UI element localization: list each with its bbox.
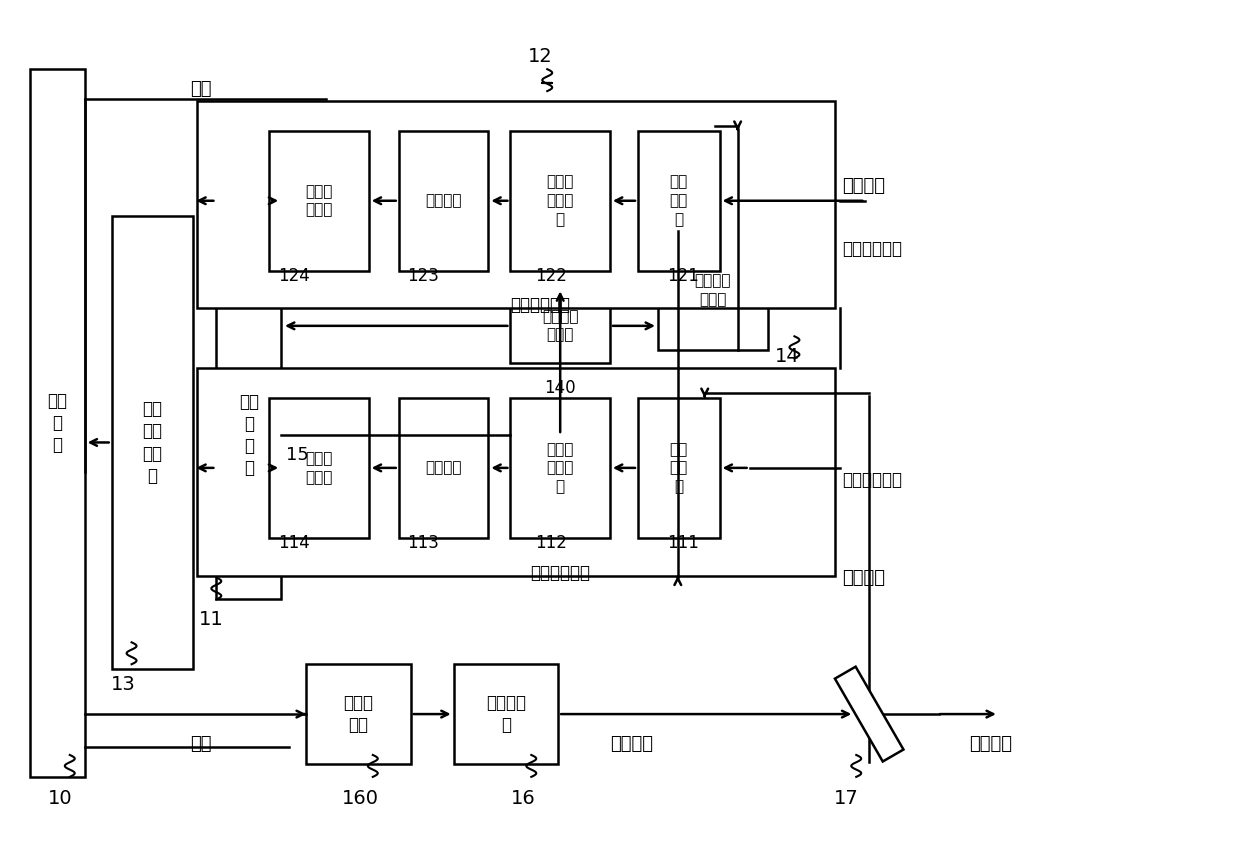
Bar <box>112 216 193 669</box>
Bar <box>216 270 281 600</box>
Text: 电流转
电压电
路: 电流转 电压电 路 <box>547 174 574 227</box>
Text: 14: 14 <box>775 347 800 366</box>
Bar <box>637 398 719 538</box>
Bar <box>454 665 558 764</box>
Text: 17: 17 <box>833 790 858 809</box>
Polygon shape <box>835 667 904 761</box>
Text: 113: 113 <box>407 533 439 551</box>
Bar <box>269 131 368 270</box>
Text: 15: 15 <box>285 446 309 464</box>
Text: 测量光束
发生器: 测量光束 发生器 <box>694 274 730 307</box>
Bar <box>511 288 610 363</box>
Bar <box>197 101 836 308</box>
Text: 脉冲: 脉冲 <box>191 80 212 98</box>
Text: 12: 12 <box>528 47 553 66</box>
Bar <box>30 69 84 777</box>
Text: 121: 121 <box>667 267 698 285</box>
Text: 160: 160 <box>342 790 379 809</box>
Text: 10: 10 <box>47 790 72 809</box>
Text: 时刻鉴
别电路: 时刻鉴 别电路 <box>305 451 332 485</box>
Text: 脉冲: 脉冲 <box>191 735 212 753</box>
Text: 参考光束: 参考光束 <box>842 569 885 587</box>
Text: 第一测量光束: 第一测量光束 <box>842 471 903 488</box>
Bar <box>399 398 489 538</box>
Text: 112: 112 <box>536 533 567 551</box>
Text: 114: 114 <box>278 533 310 551</box>
Text: 140: 140 <box>544 379 577 397</box>
Bar <box>197 369 836 576</box>
Text: 11: 11 <box>198 610 223 629</box>
Text: 第二接收电路: 第二接收电路 <box>510 296 570 314</box>
Bar <box>399 131 489 270</box>
Text: 控制
单
元: 控制 单 元 <box>47 392 67 454</box>
Text: 测量光束
驱动器: 测量光束 驱动器 <box>542 309 578 343</box>
Text: 时间
数字
转换
器: 时间 数字 转换 器 <box>143 400 162 485</box>
Text: 激光光束: 激光光束 <box>610 735 653 753</box>
Text: 第一接收电路: 第一接收电路 <box>531 564 590 582</box>
Bar <box>658 230 768 350</box>
Text: 第二测量光束: 第二测量光束 <box>842 240 903 257</box>
Text: 111: 111 <box>667 533 698 551</box>
Text: 测距光束: 测距光束 <box>968 735 1012 753</box>
Text: 多路
选
择
器: 多路 选 择 器 <box>238 393 259 477</box>
Bar <box>511 398 610 538</box>
Text: 测距光束: 测距光束 <box>842 177 885 195</box>
Text: 124: 124 <box>278 267 310 285</box>
Text: 光电
二极
管: 光电 二极 管 <box>670 174 688 227</box>
Bar <box>306 665 410 764</box>
Bar <box>511 131 610 270</box>
Text: 13: 13 <box>112 675 136 694</box>
Text: 122: 122 <box>536 267 567 285</box>
Text: 光电
二极
管: 光电 二极 管 <box>670 442 688 494</box>
Text: 16: 16 <box>511 790 536 809</box>
Text: 电流转
电压电
路: 电流转 电压电 路 <box>547 442 574 494</box>
Text: 123: 123 <box>407 267 439 285</box>
Text: 激光发生
器: 激光发生 器 <box>486 694 526 734</box>
Text: 激光驱
动器: 激光驱 动器 <box>343 694 373 734</box>
Bar <box>637 131 719 270</box>
Text: 放大电路: 放大电路 <box>425 193 461 208</box>
Bar <box>269 398 368 538</box>
Text: 时刻鉴
别电路: 时刻鉴 别电路 <box>305 184 332 217</box>
Text: 放大电路: 放大电路 <box>425 460 461 476</box>
